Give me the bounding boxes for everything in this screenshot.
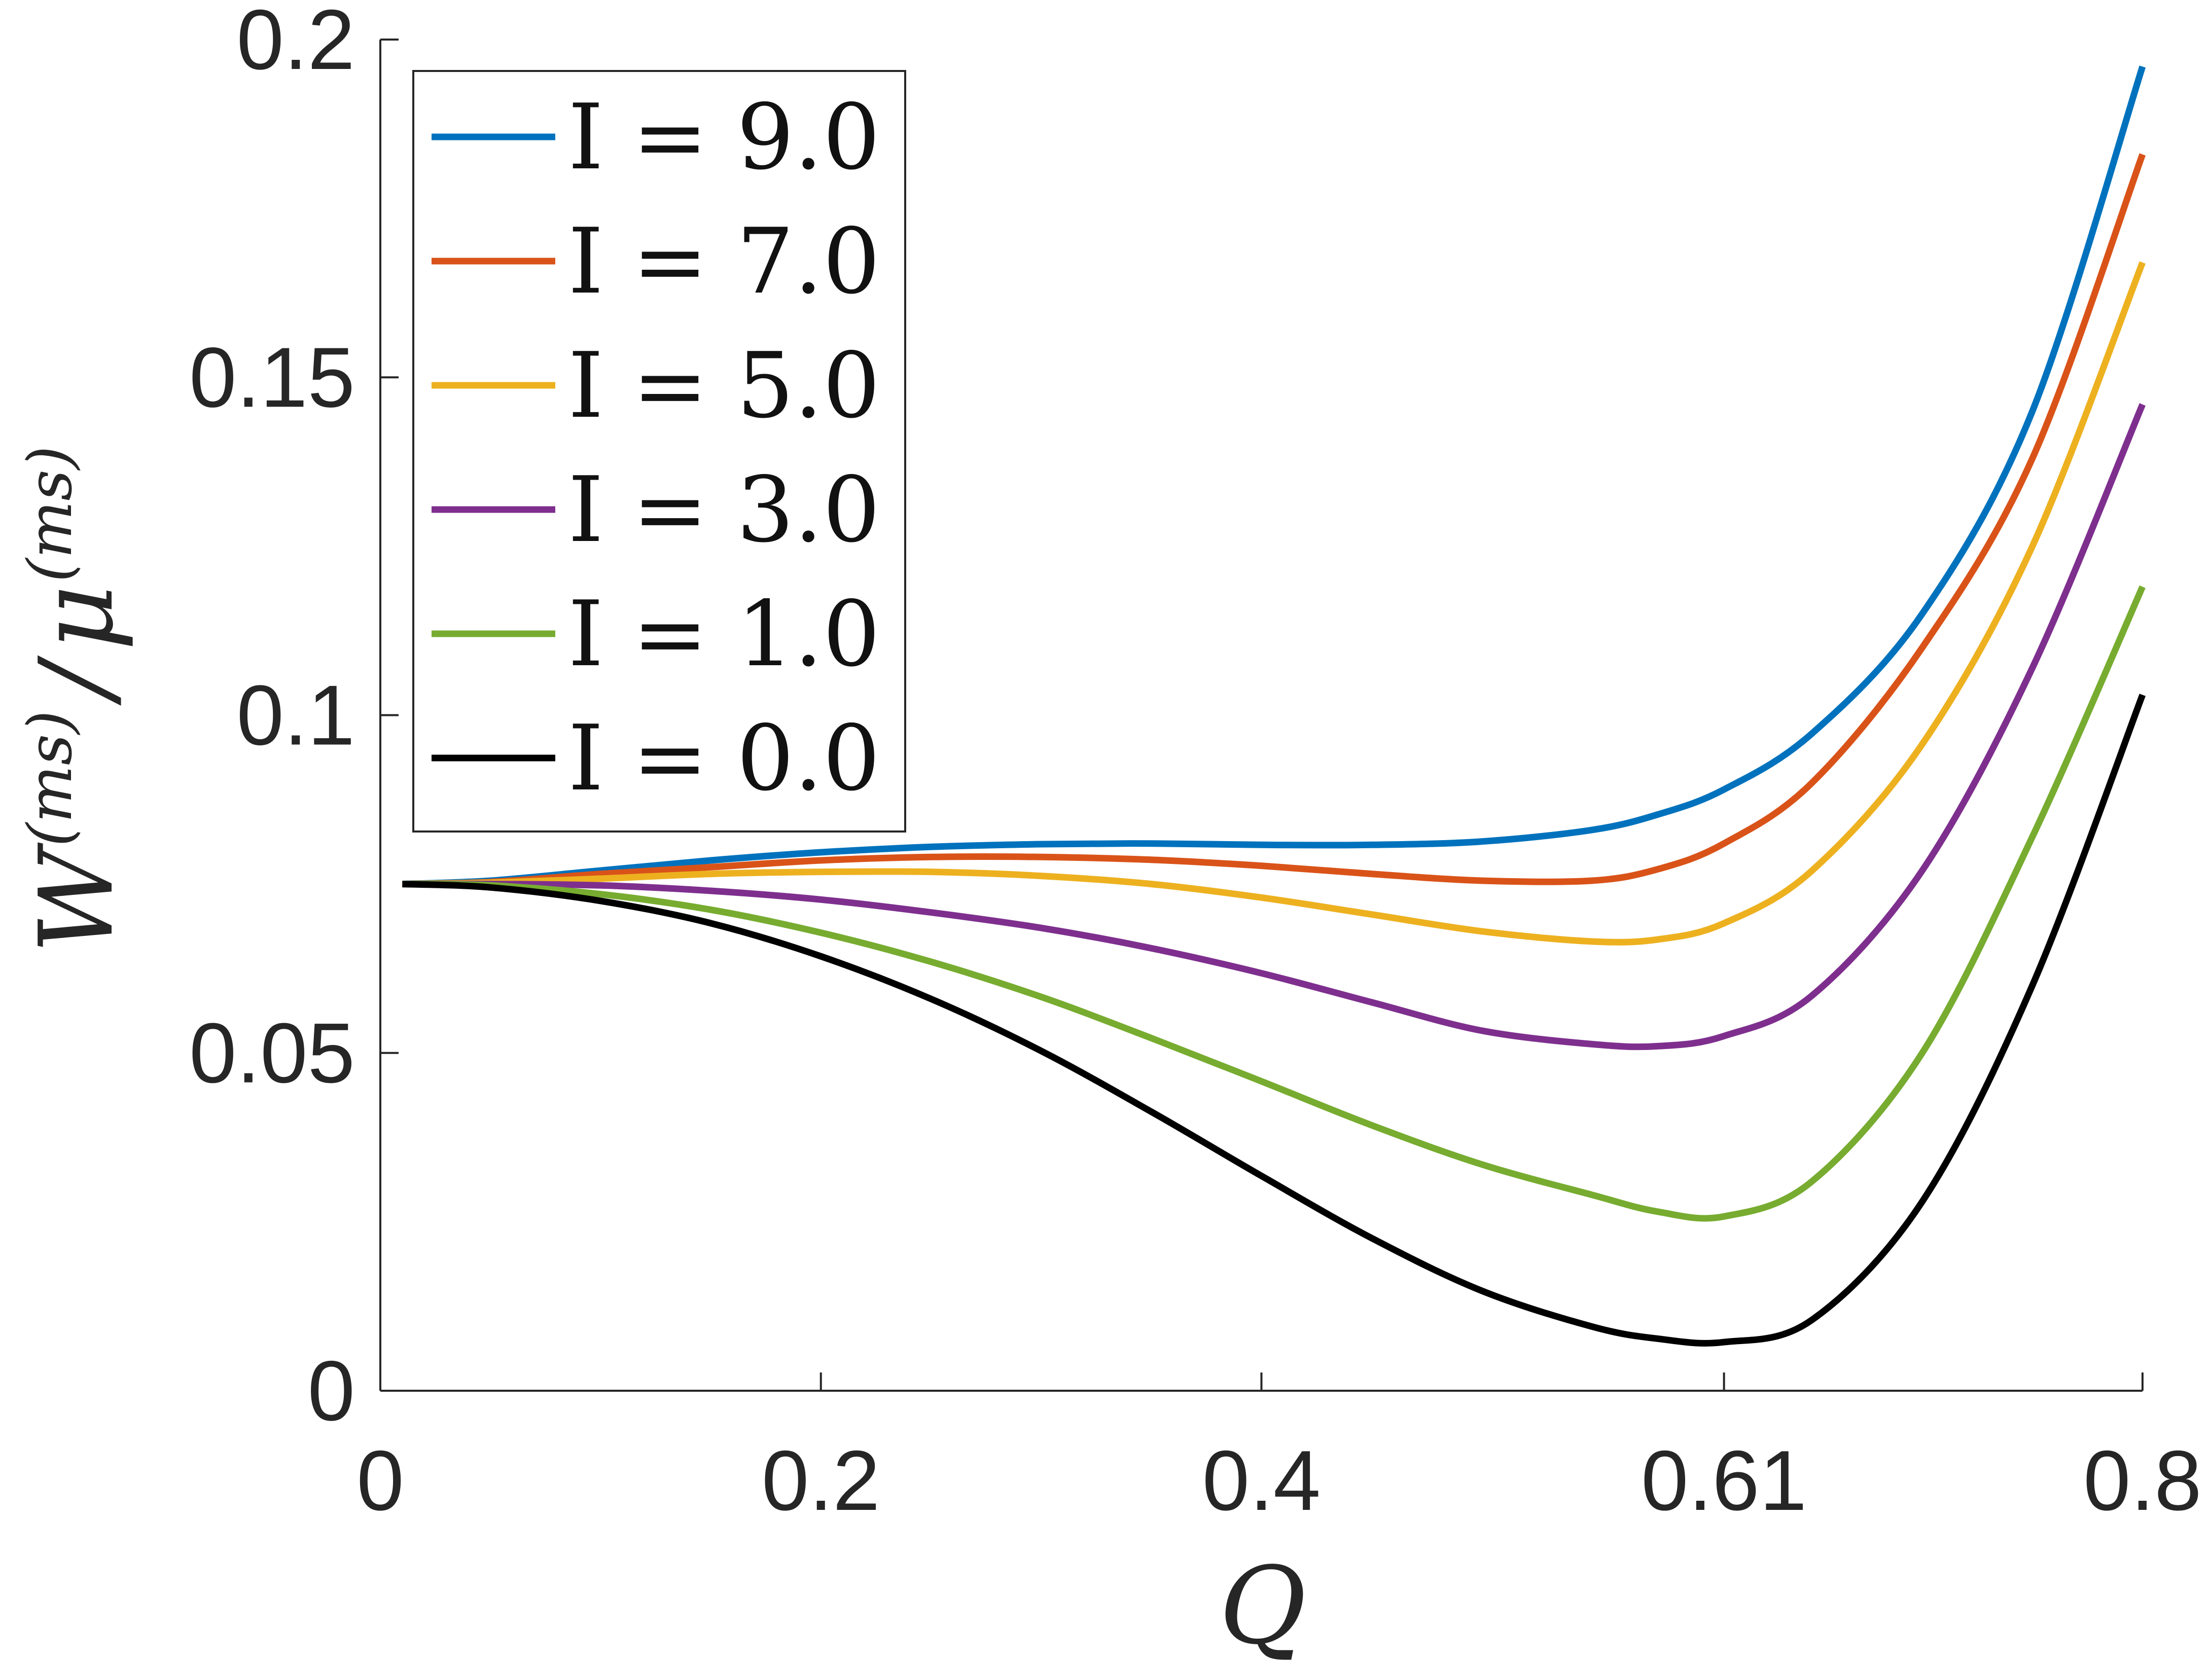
legend-label: I = 9.0 xyxy=(568,85,880,190)
legend-label: I = 0.0 xyxy=(568,706,880,811)
series-line-5 xyxy=(402,694,2146,1347)
axis-ticks: 0 0.2 0.4 0.61 0.8 0 0.05 0.1 0.15 0.2 xyxy=(189,0,2202,1528)
x-tick-label: 0.8 xyxy=(2083,1433,2202,1528)
legend-box xyxy=(412,70,906,833)
y-tick-label: 0.05 xyxy=(189,1005,355,1101)
series-line-3 xyxy=(402,403,2146,1051)
y-tick-label: 0.2 xyxy=(236,0,355,87)
y-axis-label: W (ms) / μ (ms) xyxy=(15,446,136,953)
legend-label: I = 5.0 xyxy=(568,333,880,438)
y-tick-label: 0 xyxy=(308,1343,355,1438)
x-tick-label: 0 xyxy=(356,1433,404,1528)
y-label-sup1: (ms) xyxy=(15,710,86,847)
y-label-main: W xyxy=(18,842,136,954)
y-label-sup2: (ms) xyxy=(15,446,86,582)
legend: I = 9.0 I = 7.0 I = 5.0 I = 3.0 I = 1.0 I = 0… xyxy=(412,70,906,833)
y-label-slash: / xyxy=(18,655,136,706)
x-tick-label: 0.2 xyxy=(762,1433,880,1528)
series-lines xyxy=(402,65,2146,1347)
series-line-2 xyxy=(402,261,2146,946)
svg-text:W (ms) / μ: W (ms) / μ (ms) xyxy=(15,446,136,953)
legend-label: I = 3.0 xyxy=(568,457,880,562)
y-tick-label: 0.15 xyxy=(189,330,355,425)
legend-label: I = 7.0 xyxy=(568,209,880,314)
y-label-mu: μ xyxy=(18,585,136,650)
x-tick-label: 0.4 xyxy=(1202,1433,1321,1528)
x-axis-label: Q xyxy=(1219,1544,1306,1663)
series-line-0 xyxy=(402,65,2146,888)
axes xyxy=(379,40,2143,1392)
series-line-1 xyxy=(402,153,2146,888)
y-tick-label: 0.1 xyxy=(236,668,355,763)
series-line-4 xyxy=(402,585,2146,1222)
legend-label: I = 1.0 xyxy=(568,582,880,686)
x-tick-label: 0.61 xyxy=(1641,1433,1807,1528)
